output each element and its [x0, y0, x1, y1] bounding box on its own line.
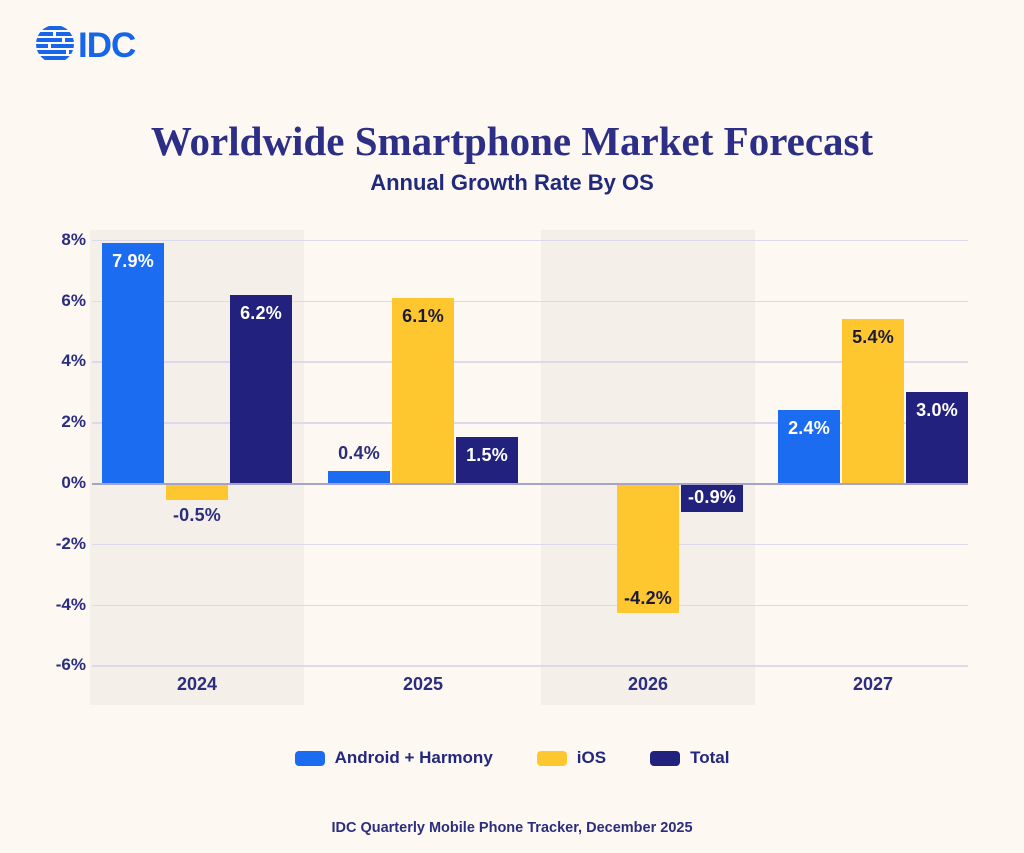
legend-label: Total — [690, 748, 730, 767]
bar-android-harmony-2024 — [102, 242, 164, 483]
y-axis-tick-label: 0% — [61, 473, 86, 492]
idc-logo-text: IDC — [78, 26, 136, 65]
x-axis-tick-label: 2026 — [627, 674, 669, 694]
bar-total-2025 — [456, 437, 518, 483]
chart-subtitle: Annual Growth Rate By OS — [370, 170, 654, 196]
bar-value-label: 2.4% — [788, 418, 830, 439]
gridline — [92, 239, 968, 242]
bar-android-harmony-2027 — [778, 410, 840, 483]
gridline — [92, 300, 968, 303]
legend-swatch-icon — [294, 750, 325, 766]
bar-value-label: 6.1% — [402, 305, 444, 326]
bar-android-harmony-2025 — [328, 470, 390, 483]
x-axis-tick-label: 2024 — [176, 674, 218, 694]
bar-value-label: -4.2% — [623, 587, 673, 608]
bar-total-2026 — [681, 485, 743, 513]
y-axis-tick-label: 2% — [61, 412, 86, 432]
chart-title: Worldwide Smartphone Market Forecast — [150, 118, 874, 165]
y-axis-tick-label: -2% — [55, 533, 86, 553]
chart-legend: Android + Harmony iOS Total — [0, 748, 1024, 768]
y-axis-tick-label: 6% — [61, 290, 86, 310]
bar-value-label: 3.0% — [916, 399, 958, 420]
legend-item-ios: iOS — [536, 748, 607, 768]
bar-total-2027 — [906, 391, 968, 483]
bar-value-label: 0.4% — [338, 442, 380, 463]
bar-ios-2026 — [617, 485, 679, 613]
y-axis-tick-label: -4% — [55, 594, 86, 614]
x-axis-tick-label: 2025 — [402, 674, 444, 694]
x-axis-tick-label: 2027 — [852, 674, 894, 694]
bar-value-label: 5.4% — [852, 326, 894, 347]
gridline — [92, 543, 968, 546]
gridline — [92, 422, 968, 424]
gridline — [92, 604, 968, 607]
legend-swatch-icon — [650, 750, 681, 766]
bar-value-label: -0.5% — [172, 505, 222, 526]
legend-item-total: Total — [650, 748, 729, 768]
bar-value-label: 1.5% — [466, 445, 508, 466]
bar-chart: 8% 6% 4% 2% 0% -2% -4% -6% 7.9% 0.4% 2.4% -0.5% 6.1%… — [55, 229, 968, 705]
bar-ios-2025 — [392, 297, 454, 483]
legend-item-android-harmony: Android + Harmony — [294, 748, 493, 768]
zero-gridline — [92, 482, 968, 485]
idc-logo: IDC — [34, 20, 142, 71]
legend-label: Android + Harmony — [334, 748, 493, 767]
y-axis-tick-label: -6% — [55, 655, 86, 675]
bar-value-label: 6.2% — [240, 302, 282, 323]
bar-value-label: 7.9% — [112, 250, 154, 271]
legend-label: iOS — [576, 748, 607, 767]
gridline — [92, 665, 968, 667]
legend-swatch-icon — [536, 750, 567, 766]
idc-globe-icon: IDC — [36, 26, 137, 65]
bar-total-2024 — [230, 294, 292, 483]
y-axis-tick-label: 4% — [61, 351, 86, 371]
bar-value-label: -0.9% — [687, 487, 737, 508]
y-axis-tick-label: 8% — [61, 229, 86, 249]
bar-ios-2024 — [166, 485, 228, 501]
source-note: IDC Quarterly Mobile Phone Tracker, Dece… — [331, 820, 693, 836]
gridline — [92, 361, 968, 363]
bar-ios-2027 — [842, 318, 904, 483]
category-band-2026 — [541, 230, 755, 705]
